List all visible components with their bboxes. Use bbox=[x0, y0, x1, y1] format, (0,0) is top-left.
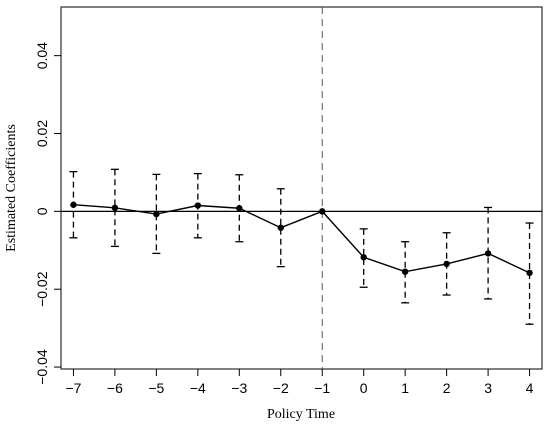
plot-frame bbox=[61, 7, 542, 369]
series-line bbox=[73, 205, 529, 273]
y-axis-label: Estimated Coefficients bbox=[4, 124, 19, 252]
data-point bbox=[195, 202, 201, 208]
data-point bbox=[153, 211, 159, 217]
coefficient-series bbox=[70, 202, 533, 277]
data-point bbox=[278, 225, 284, 231]
data-point bbox=[236, 205, 242, 211]
x-tick-label: −6 bbox=[107, 380, 123, 396]
data-point bbox=[485, 250, 491, 256]
data-point bbox=[70, 202, 76, 208]
y-tick-label: 0 bbox=[34, 207, 50, 215]
data-point bbox=[112, 205, 118, 211]
data-point bbox=[402, 268, 408, 274]
data-point bbox=[360, 254, 366, 260]
x-tick-label: −5 bbox=[148, 380, 164, 396]
x-axis-label: Policy Time bbox=[267, 407, 335, 422]
y-tick-label: −0.04 bbox=[34, 349, 50, 385]
x-axis: −7 −6 −5 −4 −3 −2 −1 0 1 2 3 4 bbox=[65, 369, 533, 396]
confidence-intervals bbox=[69, 169, 533, 324]
y-tick-label: 0.02 bbox=[34, 120, 50, 147]
y-axis: −0.04 −0.02 0 0.02 0.04 bbox=[34, 42, 61, 385]
x-tick-label: 4 bbox=[526, 380, 534, 396]
reference-lines bbox=[61, 7, 542, 369]
x-tick-label: 1 bbox=[401, 380, 409, 396]
x-tick-label: −4 bbox=[190, 380, 206, 396]
x-tick-label: −1 bbox=[314, 380, 330, 396]
x-tick-label: −7 bbox=[65, 380, 81, 396]
data-point bbox=[526, 270, 532, 276]
y-tick-label: −0.02 bbox=[34, 271, 50, 307]
x-tick-label: 3 bbox=[484, 380, 492, 396]
data-point bbox=[443, 261, 449, 267]
data-point bbox=[319, 208, 325, 214]
y-tick-label: 0.04 bbox=[34, 42, 50, 69]
x-tick-label: −3 bbox=[231, 380, 247, 396]
x-tick-label: 2 bbox=[443, 380, 451, 396]
x-tick-label: 0 bbox=[360, 380, 368, 396]
x-tick-label: −2 bbox=[273, 380, 289, 396]
